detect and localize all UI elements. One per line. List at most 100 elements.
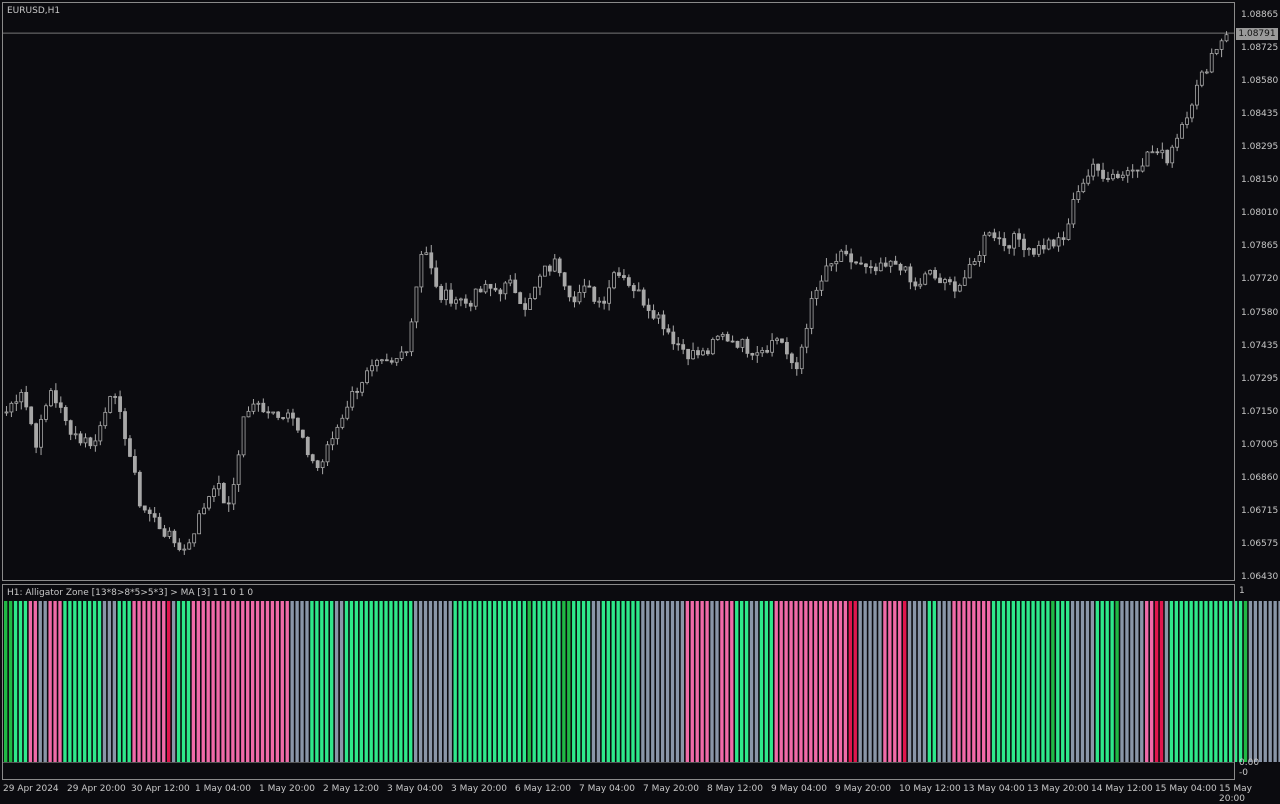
zone-bar [665, 601, 670, 762]
zone-bar [1051, 601, 1055, 762]
candle [468, 300, 473, 312]
candle [681, 339, 686, 355]
candle [725, 331, 730, 342]
zone-bar [888, 601, 892, 762]
candle [1091, 158, 1096, 181]
candle [286, 409, 290, 423]
zone-bar [1159, 601, 1164, 762]
zone-bar [843, 601, 848, 762]
zone-bar [626, 601, 630, 762]
candle [898, 262, 903, 276]
candle [231, 477, 236, 510]
zone-bar [107, 601, 112, 762]
candle [696, 346, 700, 359]
zone-bar [537, 601, 541, 762]
candle [1199, 70, 1204, 88]
candle [493, 283, 498, 292]
zone-bar [1194, 601, 1198, 762]
price-tick-label: 1.08725 [1241, 43, 1279, 54]
price-tick-label: 1.08010 [1241, 208, 1279, 219]
candle [893, 255, 898, 265]
zone-bar [181, 601, 186, 762]
zone-bar [1273, 601, 1277, 762]
zone-bar [700, 601, 704, 762]
candle [241, 416, 246, 458]
zone-bar [596, 601, 601, 762]
candle [1002, 232, 1007, 252]
zone-bar [1268, 601, 1272, 762]
zone-bar [730, 601, 734, 762]
candle [310, 453, 315, 464]
time-tick-label: 13 May 04:00 [963, 784, 1025, 794]
candle [315, 459, 320, 471]
zone-bar [428, 601, 433, 762]
candle [957, 283, 962, 293]
zone-bar [636, 601, 640, 762]
zone-bar [236, 601, 240, 762]
candle [666, 324, 671, 335]
zone-bar [1219, 601, 1223, 762]
zone-bar [97, 601, 102, 762]
candle [1190, 103, 1194, 123]
zone-bar [48, 601, 52, 762]
zone-bar [53, 601, 57, 762]
candle [1007, 244, 1012, 255]
candle [523, 297, 528, 317]
candle [622, 269, 626, 281]
candle [414, 286, 419, 329]
candle [1017, 228, 1021, 247]
zone-bar [142, 601, 146, 762]
candle [123, 407, 127, 446]
zone-bar [1100, 601, 1104, 762]
candle [355, 387, 360, 400]
candle [271, 411, 276, 415]
candle [710, 337, 715, 356]
zone-bar [255, 601, 260, 762]
candle [1076, 185, 1081, 203]
candle [839, 249, 844, 262]
zone-bar [1056, 601, 1060, 762]
zone-bar [804, 601, 808, 762]
candle [557, 256, 562, 277]
candle [928, 269, 933, 276]
zone-bar [547, 601, 551, 762]
time-tick-label: 7 May 04:00 [579, 784, 635, 794]
candle [547, 264, 552, 276]
candle [646, 298, 651, 319]
candle [29, 406, 34, 426]
candle [1145, 150, 1150, 167]
zone-bar [601, 601, 606, 762]
candle [854, 261, 858, 265]
candle [1101, 162, 1105, 182]
zone-bar [493, 601, 497, 762]
zone-bar [369, 601, 373, 762]
zone-bar [902, 601, 907, 762]
candle [53, 383, 58, 408]
zone-bar [947, 601, 951, 762]
candle [552, 254, 557, 273]
zone-bar [18, 601, 23, 762]
candle [320, 459, 325, 475]
zone-bar [43, 601, 47, 762]
candle [1224, 31, 1229, 43]
candle [1214, 48, 1219, 56]
zone-bar [433, 601, 438, 762]
candle [44, 403, 48, 423]
zone-bar [1154, 601, 1159, 762]
zone-bar [132, 601, 136, 762]
candle [261, 398, 266, 413]
zone-bar [656, 601, 660, 762]
zone-bar [1174, 601, 1179, 762]
price-tick-label: 1.06430 [1241, 572, 1279, 582]
zone-bar [354, 601, 359, 762]
candle [735, 340, 740, 349]
zone-bar [996, 601, 1001, 762]
candle [1081, 178, 1086, 194]
zone-bar [858, 601, 862, 762]
candle [384, 353, 389, 362]
candle [370, 359, 374, 377]
candle [1140, 158, 1145, 173]
zone-bar [962, 601, 966, 762]
